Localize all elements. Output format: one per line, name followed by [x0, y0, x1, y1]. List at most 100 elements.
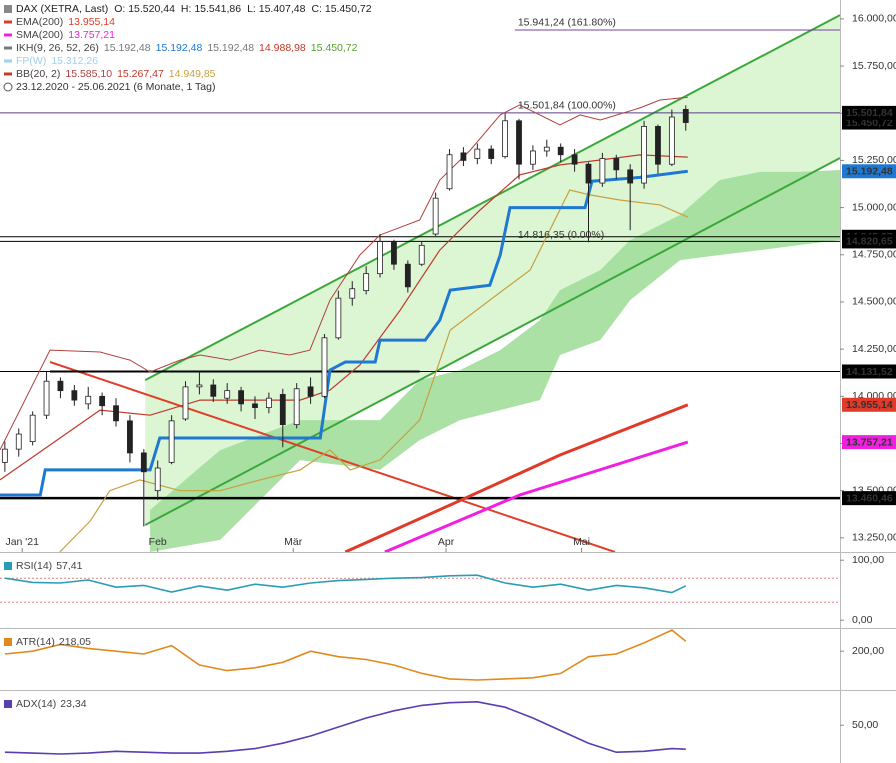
candle-body — [585, 163, 592, 184]
candle-body — [557, 146, 564, 156]
candle-body — [391, 241, 397, 265]
indicator-value: 15.192,48 — [207, 42, 254, 54]
candle-body — [530, 150, 536, 165]
price-tag — [842, 234, 896, 249]
pane: 15.941,24 (161.80%) 15.501,84 (100.00%) 14… — [0, 14, 840, 552]
level-annotation: 14.816,35 (0.00%) — [518, 229, 604, 241]
pane-legend: ATR(14) 218,05 — [16, 636, 91, 648]
candle-body — [307, 386, 314, 397]
price-tag — [842, 491, 896, 506]
y-tick-label: 15.750,00 — [852, 60, 896, 72]
price-tag-label: 13.460,46 — [846, 492, 893, 504]
y-tick-label: 0,00 — [852, 614, 873, 626]
candle-body — [71, 390, 78, 401]
indicator-line — [59, 189, 689, 552]
candle-body — [349, 288, 356, 299]
indicator-line — [0, 154, 688, 481]
y-tick-label: 16.000,00 — [852, 13, 896, 25]
pane-title: ATR(14) — [16, 636, 55, 648]
candle-body — [474, 148, 481, 159]
candle-body — [1, 448, 8, 463]
candle-body — [363, 273, 370, 292]
candle-body — [335, 297, 342, 339]
legend-swatch — [4, 562, 12, 570]
quote-value: H: 15.541,86 — [181, 3, 241, 15]
candle-body — [140, 452, 147, 473]
indicator-name: FP(W) — [16, 55, 46, 67]
price-tag — [842, 435, 896, 450]
indicator-line — [384, 440, 689, 552]
x-tick-label: Jan '21 — [5, 536, 39, 548]
level-annotation: 15.941,24 (161.80%) — [518, 17, 616, 29]
indicator-value: 13.757,21 — [68, 29, 115, 41]
price-tag-label: 15.501,84 — [846, 107, 893, 119]
indicator-value: 15.585,10 — [65, 68, 112, 80]
indicator-legend: EMA(200) 13.955,14 — [16, 16, 115, 28]
pane — [4, 700, 686, 755]
pane-value: 218,05 — [59, 636, 91, 648]
candle-body — [599, 158, 606, 184]
trendline — [49, 361, 616, 552]
indicator-value: 15.192,48 — [104, 42, 151, 54]
candle-body — [321, 337, 328, 397]
y-tick-label: 14.500,00 — [852, 296, 896, 308]
candle-body — [252, 403, 258, 409]
candle-body — [404, 263, 411, 288]
candle-body — [418, 244, 425, 265]
candle-body — [460, 152, 467, 161]
ichimoku-cloud — [150, 170, 840, 552]
x-tick-label: Mai — [573, 536, 590, 548]
legend-swatch — [4, 20, 12, 24]
price-tag-label: 14.131,52 — [846, 366, 893, 378]
indicator-name: EMA(200) — [16, 16, 63, 28]
candle-body — [613, 158, 620, 171]
legend-swatch — [4, 72, 12, 76]
indicator-legend: FP(W) 15.312,26 — [16, 55, 98, 67]
candle-body — [432, 197, 439, 235]
candle-body — [224, 390, 231, 399]
price-tag — [842, 397, 896, 412]
candle-body — [627, 169, 634, 184]
candle-body — [182, 386, 189, 420]
candle-body — [488, 148, 495, 159]
pane-title: ADX(14) — [16, 698, 56, 710]
indicator-value: 13.955,14 — [68, 16, 115, 28]
price-tag-label: 13.955,14 — [846, 399, 893, 411]
header-quote: DAX (XETRA, Last) O: 15.520,44 H: 15.541,8… — [16, 3, 372, 15]
candle-body — [293, 388, 300, 426]
price-tag — [842, 105, 896, 120]
candle-body — [85, 395, 92, 405]
candle-body — [655, 126, 661, 165]
level-annotation: 15.501,84 (100.00%) — [518, 100, 616, 112]
price-tag — [842, 164, 896, 179]
candle-body — [15, 433, 22, 450]
price-tag — [842, 364, 896, 379]
y-tick-label: 200,00 — [852, 645, 884, 657]
pane-legend: RSI(14) 57,41 — [16, 560, 83, 572]
y-tick-label: 100,00 — [852, 554, 884, 566]
candle-body — [543, 146, 550, 152]
candle-body — [210, 384, 217, 397]
indicator-line — [0, 169, 688, 497]
indicator-line — [4, 574, 687, 594]
y-tick-label: 15.000,00 — [852, 201, 896, 213]
legend-swatch — [4, 5, 12, 13]
price-tag-label: 15.192,48 — [846, 166, 893, 178]
candle-body — [127, 420, 133, 454]
legend-swatch — [4, 59, 12, 63]
indicator-legend: BB(20, 2) 15.585,10 15.267,47 14.949,85 — [16, 68, 216, 80]
period: 23.12.2020 - 25.06.2021 (6 Monate, 1 Tag… — [16, 81, 215, 93]
pane-value: 23,34 — [60, 698, 86, 710]
indicator-value: 15.450,72 — [311, 42, 358, 54]
pane-value: 57,41 — [56, 560, 82, 572]
x-tick-label: Apr — [438, 536, 455, 548]
indicator-line — [344, 403, 689, 552]
x-tick-label: Mär — [284, 536, 303, 548]
indicator-line — [4, 700, 686, 755]
indicator-value: 15.192,48 — [156, 42, 203, 54]
clock-icon — [3, 82, 13, 92]
candle-body — [641, 126, 647, 184]
candle-body — [29, 414, 36, 442]
candle-body — [113, 405, 119, 422]
